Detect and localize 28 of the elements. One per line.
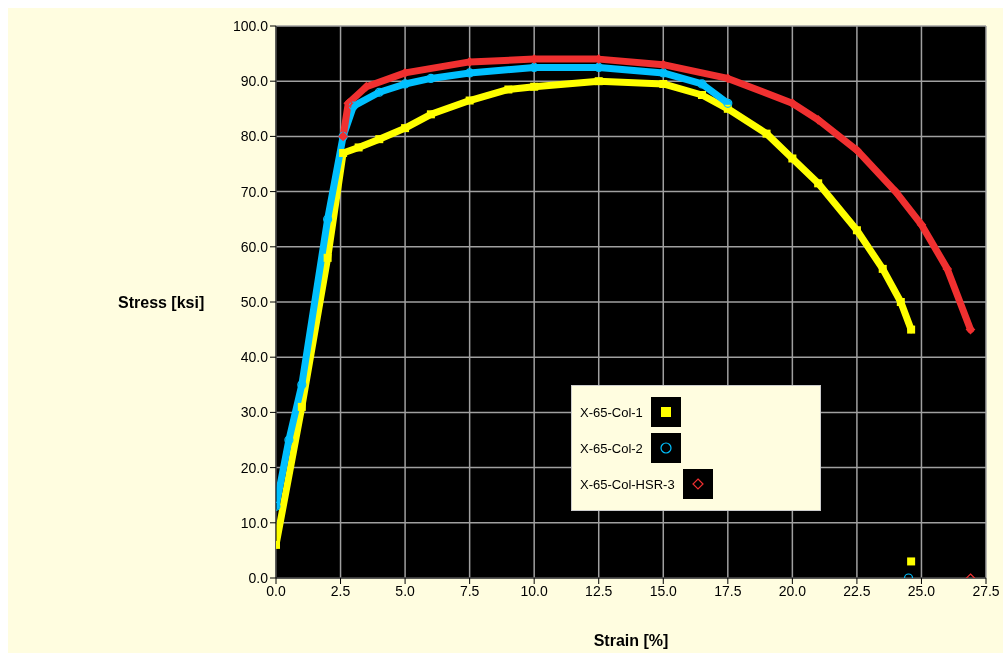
legend-label: X-65-Col-HSR-3 bbox=[580, 476, 675, 492]
x-tick-label: 20.0 bbox=[778, 582, 807, 599]
y-tick-label: 80.0 bbox=[240, 128, 269, 145]
y-tick-label: 90.0 bbox=[240, 73, 269, 90]
x-tick-label: 22.5 bbox=[843, 582, 871, 599]
legend-label: X-65-Col-1 bbox=[580, 404, 643, 420]
x-tick-label: 2.5 bbox=[330, 582, 351, 599]
x-tick-label: 0.0 bbox=[266, 582, 286, 599]
x-tick-label: 10.0 bbox=[520, 582, 549, 599]
y-tick-label: 40.0 bbox=[240, 349, 269, 366]
x-tick-label: 27.5 bbox=[972, 582, 1000, 599]
y-axis-title: Stress [ksi] bbox=[118, 293, 205, 311]
y-tick-label: 50.0 bbox=[240, 293, 269, 310]
x-tick-label: 15.0 bbox=[649, 582, 678, 599]
x-tick-label: 5.0 bbox=[395, 582, 416, 599]
x-tick-label: 7.5 bbox=[459, 582, 480, 599]
y-tick-label: 10.0 bbox=[240, 514, 269, 531]
y-tick-label: 20.0 bbox=[240, 459, 269, 476]
y-tick-label: 60.0 bbox=[240, 238, 269, 255]
y-tick-label: 0.0 bbox=[248, 569, 269, 586]
y-tick-label: 70.0 bbox=[240, 183, 269, 200]
x-tick-label: 17.5 bbox=[714, 582, 742, 599]
y-tick-label: 100.0 bbox=[232, 17, 269, 34]
x-axis-title: Strain [%] bbox=[593, 632, 669, 649]
legend-label: X-65-Col-2 bbox=[580, 440, 643, 456]
y-tick-label: 30.0 bbox=[240, 404, 269, 421]
x-tick-label: 25.0 bbox=[907, 582, 936, 599]
x-tick-label: 12.5 bbox=[585, 582, 613, 599]
